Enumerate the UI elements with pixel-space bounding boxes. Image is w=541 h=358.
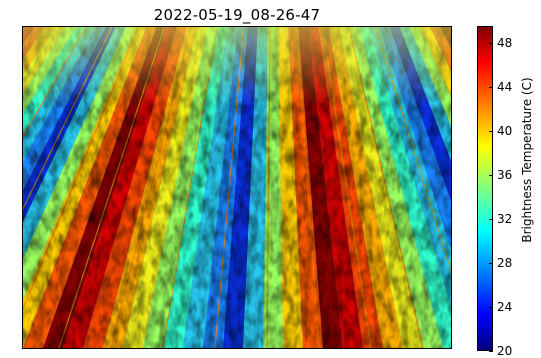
colorbar-tick-label: 36 [497, 168, 513, 182]
colorbar-tick-label: 28 [497, 256, 513, 270]
colorbar-tick-label: 44 [497, 80, 513, 94]
colorbar-tick-mark [489, 351, 493, 352]
colorbar-tick-label: 40 [497, 124, 513, 138]
colorbar-tick-mark [489, 263, 493, 264]
thermal-image-canvas [23, 27, 451, 348]
colorbar-tick-mark [489, 175, 493, 176]
colorbar-tick-label: 32 [497, 212, 513, 226]
colorbar-tick-mark [489, 43, 493, 44]
colorbar-tick-mark [489, 131, 493, 132]
colorbar-tick-label: 24 [497, 300, 513, 314]
thermal-image [22, 26, 452, 349]
colorbar-tick-mark [489, 87, 493, 88]
colorbar-tick-label: 20 [497, 344, 513, 358]
colorbar-label: Brightness Temperature (C) [520, 77, 534, 243]
colorbar-tick-mark [489, 219, 493, 220]
colorbar [477, 26, 493, 351]
colorbar-tick-label: 48 [497, 36, 513, 50]
colorbar-tick-mark [489, 307, 493, 308]
image-title: 2022-05-19_08-26-47 [153, 6, 321, 24]
